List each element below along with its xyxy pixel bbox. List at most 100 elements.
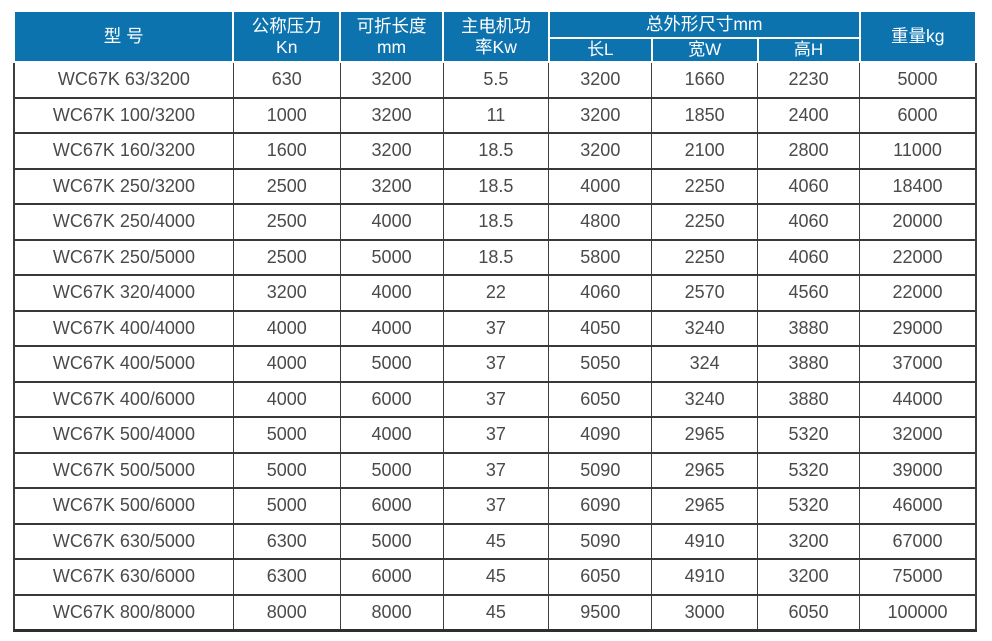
cell-dim-width: 4910 <box>651 522 759 559</box>
cell-motor-power: 37 <box>442 416 550 453</box>
cell-weight: 5000 <box>859 62 978 98</box>
cell-dim-length: 4050 <box>548 309 653 346</box>
cell-pressure: 5000 <box>232 451 341 488</box>
table-row: WC67K 100/3200 1000 3200 11 3200 1850 2400 6000 <box>12 96 978 133</box>
cell-motor-power: 37 <box>442 487 550 524</box>
cell-motor-power: 37 <box>442 380 550 417</box>
cell-dim-width: 1660 <box>651 62 759 98</box>
cell-motor-power: 37 <box>442 345 550 382</box>
cell-model: WC67K 500/4000 <box>12 416 234 453</box>
cell-dim-height: 3880 <box>757 345 861 382</box>
cell-dim-width: 2965 <box>651 487 759 524</box>
cell-model: WC67K 500/6000 <box>12 487 234 524</box>
table-row: WC67K 500/4000 5000 4000 37 4090 2965 5320 3200… <box>12 416 978 453</box>
cell-fold-length: 3200 <box>339 96 444 133</box>
cell-pressure: 2500 <box>232 203 341 240</box>
header-row-top: 型 号 公称压力 Kn 可折长度 mm 主电机功 率Kw 总外形尺寸mm 重量k… <box>12 10 978 63</box>
cell-weight: 39000 <box>859 451 978 488</box>
cell-dim-length: 9500 <box>548 593 653 632</box>
cell-weight: 18400 <box>859 167 978 204</box>
cell-fold-length: 8000 <box>339 593 444 632</box>
spec-table: 型 号 公称压力 Kn 可折长度 mm 主电机功 率Kw 总外形尺寸mm 重量k… <box>12 10 978 632</box>
cell-dim-height: 3880 <box>757 380 861 417</box>
table-body: WC67K 63/3200 630 3200 5.5 3200 1660 2230 5000 W… <box>12 62 978 632</box>
table-row: WC67K 400/5000 4000 5000 37 5050 324 3880 37000 <box>12 345 978 382</box>
cell-model: WC67K 400/4000 <box>12 309 234 346</box>
cell-dim-width: 2250 <box>651 167 759 204</box>
cell-dim-height: 4060 <box>757 238 861 275</box>
cell-dim-width: 3240 <box>651 380 759 417</box>
cell-weight: 6000 <box>859 96 978 133</box>
cell-pressure: 1600 <box>232 132 341 169</box>
cell-weight: 32000 <box>859 416 978 453</box>
cell-pressure: 4000 <box>232 380 341 417</box>
table-row: WC67K 320/4000 3200 4000 22 4060 2570 4560 2200… <box>12 274 978 311</box>
table-row: WC67K 800/8000 8000 8000 45 9500 3000 6050 1000… <box>12 593 978 632</box>
table-row: WC67K 630/6000 6300 6000 45 6050 4910 3200 7500… <box>12 558 978 595</box>
header-fold-length-line1: 可折长度 <box>356 16 427 37</box>
cell-weight: 44000 <box>859 380 978 417</box>
cell-model: WC67K 400/5000 <box>12 345 234 382</box>
cell-pressure: 2500 <box>232 238 341 275</box>
cell-dim-height: 4060 <box>757 167 861 204</box>
cell-fold-length: 4000 <box>339 416 444 453</box>
header-dim-height: 高H <box>756 37 861 63</box>
cell-fold-length: 6000 <box>339 558 444 595</box>
table-row: WC67K 500/5000 5000 5000 37 5090 2965 5320 3900… <box>12 451 978 488</box>
cell-fold-length: 5000 <box>339 522 444 559</box>
cell-pressure: 1000 <box>232 96 341 133</box>
cell-weight: 100000 <box>859 593 978 632</box>
cell-pressure: 8000 <box>232 593 341 632</box>
cell-model: WC67K 630/5000 <box>12 522 234 559</box>
cell-model: WC67K 250/5000 <box>12 238 234 275</box>
cell-fold-length: 5000 <box>339 238 444 275</box>
cell-dim-width: 4910 <box>651 558 759 595</box>
cell-dim-width: 2570 <box>651 274 759 311</box>
cell-dim-length: 5090 <box>548 522 653 559</box>
header-motor-power-line2: 率Kw <box>475 36 517 57</box>
cell-weight: 37000 <box>859 345 978 382</box>
cell-fold-length: 3200 <box>339 167 444 204</box>
cell-dim-length: 4800 <box>548 203 653 240</box>
cell-motor-power: 18.5 <box>442 203 550 240</box>
table-row: WC67K 250/3200 2500 3200 18.5 4000 2250 4060 18… <box>12 167 978 204</box>
cell-fold-length: 5000 <box>339 451 444 488</box>
cell-dim-width: 2965 <box>651 416 759 453</box>
cell-dim-length: 6090 <box>548 487 653 524</box>
cell-fold-length: 4000 <box>339 203 444 240</box>
cell-dim-height: 3200 <box>757 558 861 595</box>
cell-motor-power: 18.5 <box>442 238 550 275</box>
cell-dim-length: 3200 <box>548 62 653 98</box>
table-row: WC67K 500/6000 5000 6000 37 6090 2965 5320 4600… <box>12 487 978 524</box>
cell-dim-width: 3000 <box>651 593 759 632</box>
cell-dim-length: 4000 <box>548 167 653 204</box>
cell-dim-length: 4060 <box>548 274 653 311</box>
cell-pressure: 5000 <box>232 487 341 524</box>
header-motor-power: 主电机功 率Kw <box>442 10 550 63</box>
header-fold-length: 可折长度 mm <box>339 10 445 63</box>
cell-dim-width: 2250 <box>651 238 759 275</box>
table-row: WC67K 400/4000 4000 4000 37 4050 3240 3880 2900… <box>12 309 978 346</box>
table-header: 型 号 公称压力 Kn 可折长度 mm 主电机功 率Kw 总外形尺寸mm 重量k… <box>12 10 978 63</box>
cell-model: WC67K 250/3200 <box>12 167 234 204</box>
header-row-sub: 长L 宽W 高H <box>14 37 976 63</box>
cell-model: WC67K 500/5000 <box>12 451 234 488</box>
header-fold-length-line2: mm <box>376 36 407 57</box>
cell-pressure: 2500 <box>232 167 341 204</box>
header-motor-power-line1: 主电机功 <box>460 16 531 37</box>
cell-motor-power: 22 <box>442 274 550 311</box>
cell-dim-height: 2400 <box>757 96 861 133</box>
cell-weight: 11000 <box>859 132 978 169</box>
cell-pressure: 6300 <box>232 558 341 595</box>
header-model: 型 号 <box>12 10 235 63</box>
header-pressure: 公称压力 Kn <box>232 10 342 63</box>
cell-pressure: 6300 <box>232 522 341 559</box>
cell-weight: 22000 <box>859 274 978 311</box>
cell-dim-length: 5050 <box>548 345 653 382</box>
cell-motor-power: 45 <box>442 522 550 559</box>
table-row: WC67K 400/6000 4000 6000 37 6050 3240 3880 4400… <box>12 380 978 417</box>
cell-dim-length: 3200 <box>548 96 653 133</box>
cell-model: WC67K 63/3200 <box>12 62 234 98</box>
cell-pressure: 3200 <box>232 274 341 311</box>
